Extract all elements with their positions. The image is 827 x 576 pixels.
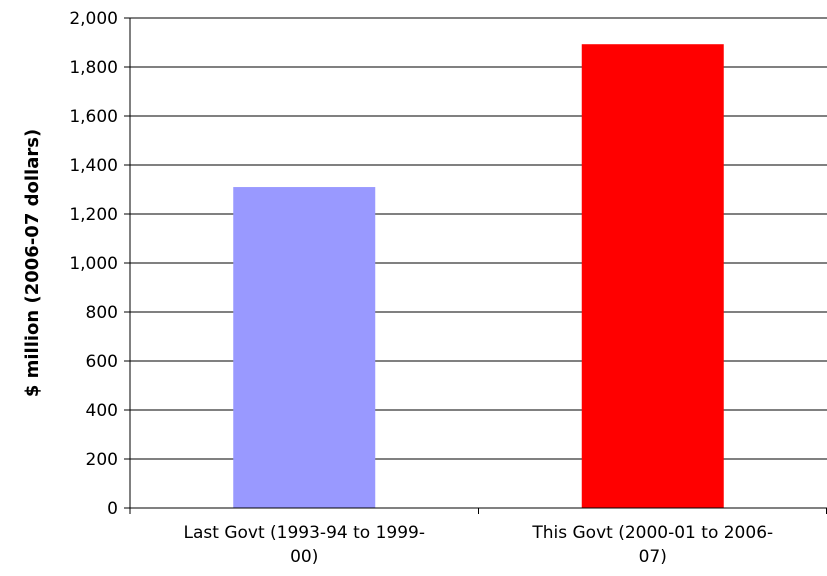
x-tick-label-line: 00) [290,547,318,567]
y-tick-label: 1,800 [69,58,118,78]
y-tick-label: 800 [86,303,118,323]
y-tick-label: 200 [86,450,118,470]
y-tick-label: 2,000 [69,9,118,29]
y-tick-labels: 0 200 400 600 800 1,000 1,200 1,400 1,600 1,800 2,… [69,9,118,519]
x-tick-label-line: 07) [639,547,667,567]
y-tick-label: 1,400 [69,156,118,176]
y-tick-label: 0 [107,499,118,519]
x-tick-label: This Govt (2000-01 to 2006- 07) [531,523,773,567]
y-tick-label: 600 [86,352,118,372]
x-tick-label-line: This Govt (2000-01 to 2006- [531,523,773,543]
y-tick-label: 1,200 [69,205,118,225]
axes [124,17,827,514]
y-tick-label: 1,000 [69,254,118,274]
y-tick-label: 400 [86,401,118,421]
bar [233,187,376,509]
bars [233,44,724,509]
x-tick-label: Last Govt (1993-94 to 1999- 00) [184,523,425,567]
x-tick-label-line: Last Govt (1993-94 to 1999- [184,523,425,543]
y-tick-label: 1,600 [69,107,118,127]
x-tick-labels: Last Govt (1993-94 to 1999- 00) This Govt … [184,523,774,567]
y-axis-title: $ million (2006-07 dollars) [22,129,43,397]
bar [581,44,724,509]
